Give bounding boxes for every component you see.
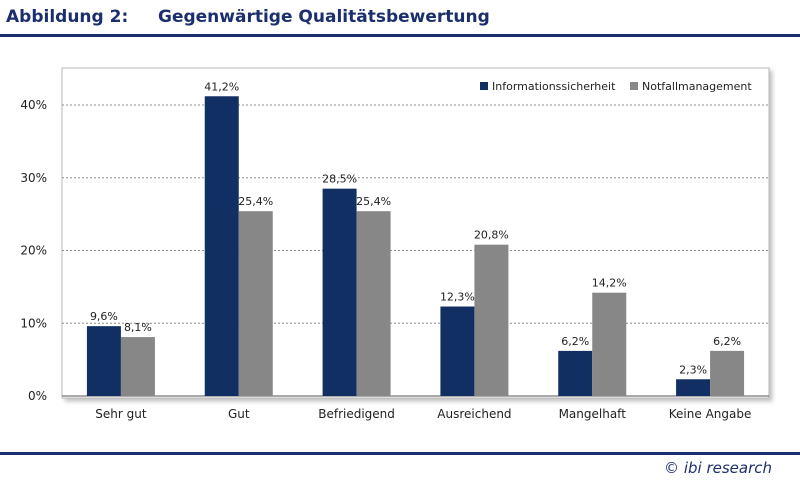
legend-label-notfallmanagement: Notfallmanagement	[642, 80, 752, 93]
bar-notfallmanagement	[592, 292, 627, 396]
data-label: 12,3%	[440, 291, 475, 304]
data-label: 28,5%	[322, 173, 357, 186]
data-label: 6,2%	[561, 335, 589, 348]
data-label: 6,2%	[713, 335, 741, 348]
x-axis: Sehr gut Gut Befriedigend Ausreichend Mangel…	[95, 407, 751, 421]
x-tick-label: Mangelhaft	[559, 407, 627, 421]
data-label: 14,2%	[592, 277, 627, 290]
bar-informationssicherheit	[558, 350, 593, 396]
figure-header: Abbildung 2: Gegenwärtige Qualitätsbewer…	[0, 0, 800, 38]
bar-notfallmanagement	[710, 350, 745, 396]
x-tick-label: Gut	[228, 407, 250, 421]
plot-frame	[61, 67, 770, 399]
y-tick-label: 0%	[28, 389, 47, 403]
x-tick-label: Keine Angabe	[669, 407, 752, 421]
header-rule	[0, 34, 800, 37]
bar-notfallmanagement	[120, 337, 155, 396]
bar-informationssicherheit	[86, 326, 121, 396]
data-label: 25,4%	[356, 195, 391, 208]
bar-notfallmanagement	[356, 211, 391, 396]
x-tick-label: Ausreichend	[437, 407, 511, 421]
legend: Informationssicherheit Notfallmanagement	[480, 80, 752, 93]
footer-rule	[0, 452, 800, 455]
legend-swatch-notfallmanagement	[630, 82, 638, 90]
data-label: 41,2%	[204, 80, 239, 93]
bar-informationssicherheit	[204, 96, 239, 396]
y-axis: 0% 10% 20% 30% 40%	[20, 98, 47, 403]
x-tick-label: Befriedigend	[318, 407, 395, 421]
data-label: 2,3%	[679, 363, 707, 376]
bar-informationssicherheit	[322, 188, 357, 396]
copyright-text: © ibi research	[664, 459, 772, 477]
legend-label-informationssicherheit: Informationssicherheit	[492, 80, 616, 93]
y-tick-label: 20%	[20, 244, 47, 258]
data-label: 25,4%	[238, 195, 273, 208]
figure-label: Abbildung 2:	[6, 7, 129, 27]
bar-notfallmanagement	[238, 211, 273, 396]
x-tick-label: Sehr gut	[95, 407, 147, 421]
bar-notfallmanagement	[474, 244, 509, 396]
bar-informationssicherheit	[676, 379, 711, 396]
bars: 9,6% 8,1% 41,2% 25,4% 28,5% 25,4% 12,3% 20,8% 6,…	[86, 80, 745, 396]
data-label: 8,1%	[124, 321, 152, 334]
data-label: 9,6%	[90, 310, 118, 323]
legend-swatch-informationssicherheit	[480, 82, 488, 90]
y-tick-label: 10%	[20, 316, 47, 330]
data-label: 20,8%	[474, 229, 509, 242]
bar-chart: 0% 10% 20% 30% 40% 9,6% 8,1% 41,2% 25,4% 28,5% 25…	[20, 67, 770, 421]
figure-title: Gegenwärtige Qualitätsbewertung	[158, 7, 490, 27]
y-tick-label: 40%	[20, 98, 47, 112]
gridlines	[62, 104, 769, 397]
y-tick-label: 30%	[20, 171, 47, 185]
bar-informationssicherheit	[440, 306, 475, 396]
